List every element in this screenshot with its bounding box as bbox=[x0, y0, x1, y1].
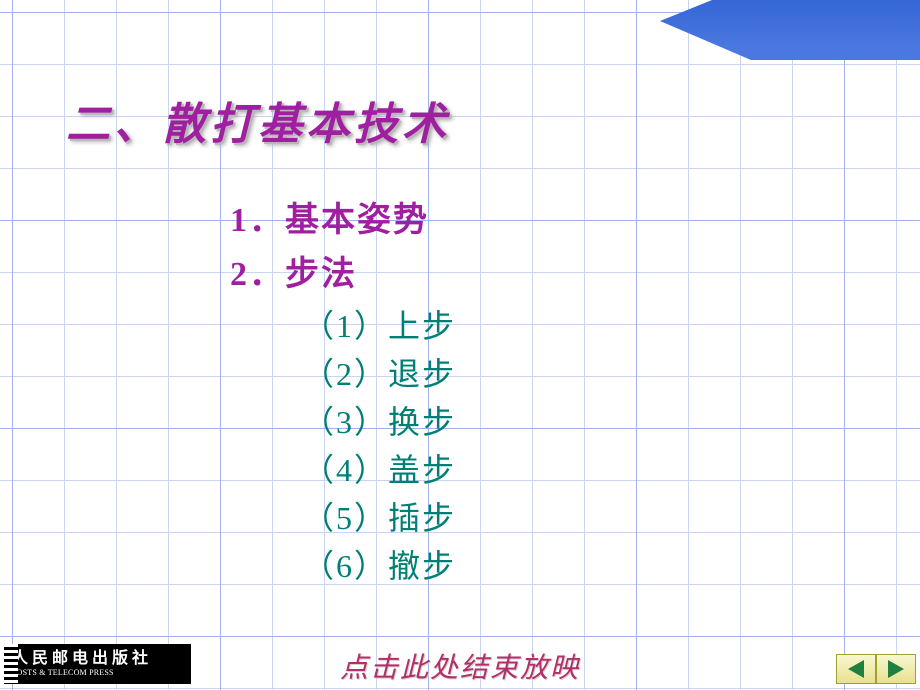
sub-text: 撤步 bbox=[388, 548, 456, 584]
sub-list-item: （5）插步 bbox=[302, 494, 456, 542]
list-item: 1．基本姿势 bbox=[230, 194, 456, 248]
item-number: 1 bbox=[230, 202, 249, 239]
sub-number: 2 bbox=[336, 356, 354, 392]
sub-list-item: （3）换步 bbox=[302, 398, 456, 446]
sub-number: 5 bbox=[336, 500, 354, 536]
publisher-name-en: POSTS & TELECOM PRESS bbox=[12, 668, 185, 678]
content-area: 1．基本姿势 2．步法 （1）上步 （2）退步 （3）换步 （4）盖步 （5）插… bbox=[230, 194, 456, 590]
sub-list-item: （2）退步 bbox=[302, 350, 456, 398]
sub-text: 盖步 bbox=[388, 452, 456, 488]
item-text: 步法 bbox=[285, 256, 357, 293]
publisher-logo-icon bbox=[4, 644, 18, 684]
sub-text: 插步 bbox=[388, 500, 456, 536]
sub-list: （1）上步 （2）退步 （3）换步 （4）盖步 （5）插步 （6）撤步 bbox=[302, 302, 456, 590]
next-button[interactable] bbox=[876, 654, 916, 684]
publisher-badge: 人民邮电出版社 POSTS & TELECOM PRESS bbox=[6, 644, 191, 684]
sub-list-item: （1）上步 bbox=[302, 302, 456, 350]
list-item: 2．步法 bbox=[230, 248, 456, 302]
sub-text: 换步 bbox=[388, 404, 456, 440]
sub-list-item: （4）盖步 bbox=[302, 446, 456, 494]
prev-button[interactable] bbox=[836, 654, 876, 684]
sub-list-item: （6）撤步 bbox=[302, 542, 456, 590]
footer: 人民邮电出版社 POSTS & TELECOM PRESS 点击此处结束放映 bbox=[0, 640, 920, 690]
item-text: 基本姿势 bbox=[285, 202, 429, 239]
end-slideshow-link[interactable]: 点击此处结束放映 bbox=[340, 646, 580, 686]
slide-title: 二、散打基本技术 bbox=[66, 88, 450, 152]
chevron-right-icon bbox=[888, 660, 904, 678]
sub-number: 4 bbox=[336, 452, 354, 488]
item-number: 2 bbox=[230, 256, 249, 293]
sub-number: 1 bbox=[336, 308, 354, 344]
sub-text: 上步 bbox=[388, 308, 456, 344]
sub-number: 6 bbox=[336, 548, 354, 584]
sub-number: 3 bbox=[336, 404, 354, 440]
nav-arrows bbox=[836, 654, 916, 684]
sub-text: 退步 bbox=[388, 356, 456, 392]
chevron-left-icon bbox=[848, 660, 864, 678]
publisher-name-cn: 人民邮电出版社 bbox=[12, 650, 185, 668]
